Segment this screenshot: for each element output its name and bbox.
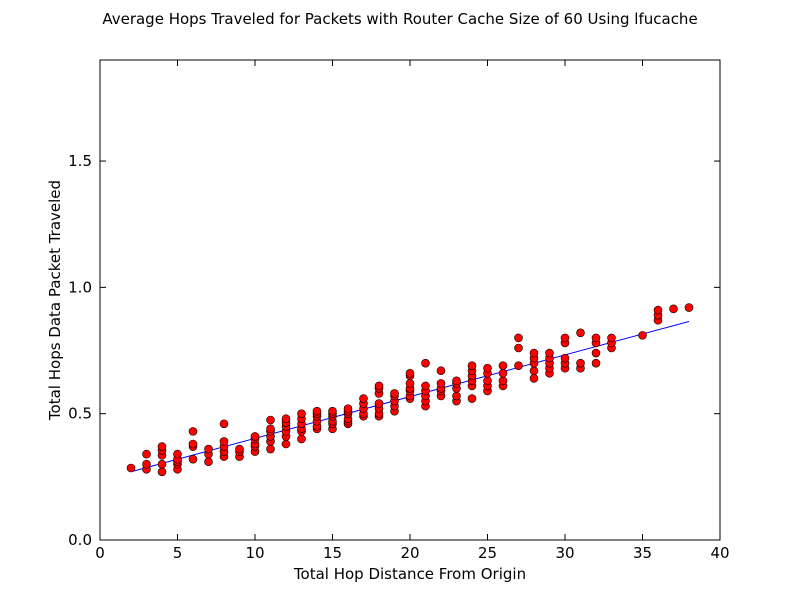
data-point xyxy=(188,427,198,436)
x-axis-label: Total Hop Distance From Origin xyxy=(293,565,526,583)
data-point xyxy=(483,363,492,373)
data-point xyxy=(452,376,461,386)
ticks-layer: 0 5 10 15 20 25 30 35 40 0.0 0.5 1.0 1.5 xyxy=(68,60,730,562)
data-point xyxy=(343,404,353,413)
data-point xyxy=(514,361,523,370)
data-point xyxy=(529,374,539,383)
data-point xyxy=(560,353,570,363)
data-point xyxy=(219,419,229,429)
data-point xyxy=(560,333,570,343)
data-point xyxy=(421,381,430,391)
data-point xyxy=(669,304,678,314)
data-point xyxy=(297,409,306,418)
data-point xyxy=(591,358,601,368)
data-point xyxy=(576,328,585,338)
x-tick-label: 0 xyxy=(95,544,105,562)
data-point xyxy=(514,333,523,343)
data-point xyxy=(374,381,384,391)
data-point xyxy=(514,343,523,353)
data-point xyxy=(529,366,539,376)
data-point xyxy=(591,348,601,358)
y-tick-label: 1.0 xyxy=(68,278,92,296)
data-point xyxy=(421,358,430,368)
y-tick-label: 0.5 xyxy=(68,405,92,423)
data-point xyxy=(607,333,616,343)
data-point xyxy=(266,444,275,454)
data-point xyxy=(467,394,477,403)
x-tick-label: 35 xyxy=(633,544,652,562)
data-point xyxy=(173,449,182,459)
data-point xyxy=(638,331,647,340)
data-point xyxy=(684,303,694,312)
data-point xyxy=(235,444,244,454)
y-tick-label: 1.5 xyxy=(68,152,92,170)
plot-frame xyxy=(99,59,721,541)
data-point xyxy=(359,394,368,403)
data-point xyxy=(653,305,663,315)
data-point xyxy=(157,442,167,451)
data-point xyxy=(498,361,508,370)
x-tick-label: 20 xyxy=(400,544,419,562)
x-tick-label: 30 xyxy=(555,544,574,562)
data-point xyxy=(483,376,492,386)
data-point xyxy=(266,424,275,434)
data-point xyxy=(312,406,322,416)
data-point xyxy=(591,333,601,343)
points-layer xyxy=(126,303,694,477)
data-point xyxy=(576,358,585,368)
data-point xyxy=(142,449,151,459)
data-point xyxy=(266,415,275,425)
data-point xyxy=(188,439,198,449)
data-point xyxy=(219,437,229,446)
y-tick-label: 0.0 xyxy=(68,531,92,549)
x-tick-label: 25 xyxy=(478,544,497,562)
data-point xyxy=(250,432,260,441)
data-point xyxy=(204,444,213,454)
chart-title: Average Hops Traveled for Packets with R… xyxy=(102,10,697,28)
x-tick-label: 15 xyxy=(323,544,342,562)
data-point xyxy=(142,459,151,469)
data-point xyxy=(405,368,415,378)
data-point xyxy=(157,467,167,477)
data-point xyxy=(188,454,198,464)
data-point xyxy=(297,434,306,444)
data-point xyxy=(390,389,399,398)
data-point xyxy=(436,366,446,376)
data-point xyxy=(204,457,213,466)
data-point xyxy=(529,348,539,358)
x-tick-label: 5 xyxy=(173,544,183,562)
data-point xyxy=(498,368,508,378)
data-point xyxy=(436,379,446,388)
plot-area xyxy=(100,60,720,540)
data-point xyxy=(405,379,415,388)
data-point xyxy=(126,463,136,473)
data-point xyxy=(328,406,337,416)
data-point xyxy=(281,414,291,424)
data-point xyxy=(281,439,291,449)
data-point xyxy=(374,399,384,408)
data-point xyxy=(545,348,554,358)
data-point xyxy=(157,459,167,469)
data-point xyxy=(498,376,508,386)
data-point xyxy=(452,391,461,401)
x-tick-label: 10 xyxy=(245,544,264,562)
y-axis-label: Total Hops Data Packet Traveled xyxy=(46,180,64,421)
x-tick-label: 40 xyxy=(710,544,729,562)
data-point xyxy=(467,361,477,370)
